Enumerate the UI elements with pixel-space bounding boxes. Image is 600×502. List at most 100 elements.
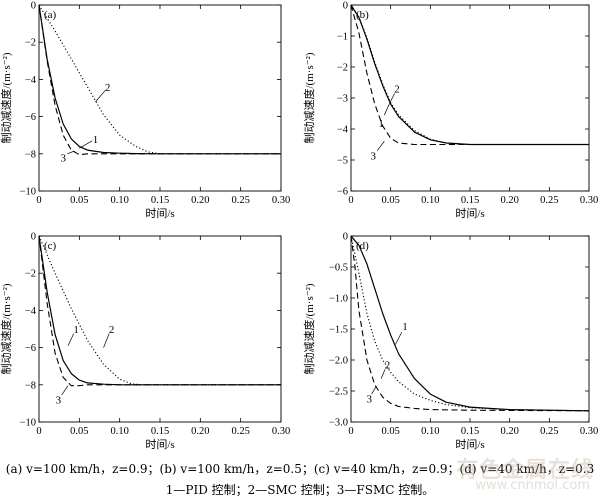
panel-b-xtick-label: 0 — [348, 195, 353, 206]
panel-b-ytick-label: 0 — [343, 1, 348, 12]
panel-d-label: (d) — [356, 240, 369, 252]
panel-a-ytick-label: 0 — [31, 1, 36, 12]
panel-a-series-2-line — [38, 4, 281, 155]
panel-a-ytick-label: −10 — [20, 187, 36, 198]
panel-b-xtick-label: 0.10 — [421, 195, 439, 206]
panel-d-ytick-label: −2.0 — [329, 356, 348, 367]
panel-d-ytick-label: −1.0 — [329, 294, 348, 305]
panel-d-ylabel: 制动减速度/(m·s⁻²) — [302, 283, 316, 374]
panel-d-ytick-label: −0.5 — [329, 263, 348, 274]
panel-a-series-1-leader — [79, 140, 93, 149]
panel-d-series-1-label: 1 — [402, 321, 408, 333]
panel-d-series-3-line — [350, 235, 590, 412]
panel-b-series-1-line — [350, 4, 589, 146]
panel-c-ytick-label: −2 — [25, 269, 36, 280]
panel-d-xtick-label: 0.15 — [461, 426, 479, 437]
panel-c-xtick-label: 0.10 — [110, 426, 128, 437]
panel-a-xtick-label: 0.10 — [110, 195, 128, 206]
panel-b-ytick-label: −6 — [337, 187, 348, 198]
panel-c-series-2-leader — [103, 333, 110, 348]
panel-a: 0 0.05 0.10 0.15 0.20 0.25 0.30 0 −2 −4 −6 −8 −10 时间/… — [0, 1, 290, 221]
panel-a-frame — [38, 4, 282, 192]
panel-c-series-1-leader — [67, 333, 75, 346]
panel-b-xtick-label: 0.15 — [461, 195, 479, 206]
panel-d-series-2-leader — [380, 369, 386, 379]
figure-caption-conditions: (a) v=100 km/h，z=0.9；(b) v=100 km/h，z=0.… — [5, 462, 595, 476]
panel-c-xtick-label: 0.15 — [151, 426, 169, 437]
panel-a-ylabel: 制动减速度/(m·s⁻²) — [0, 52, 13, 143]
panel-a-series-3-line — [38, 4, 281, 156]
panel-b-series-2-label: 2 — [394, 84, 400, 96]
panel-a-series-1-line — [38, 4, 281, 155]
panel-a-series-3-label: 3 — [60, 153, 66, 165]
panel-d-frame — [350, 235, 590, 423]
panel-a-series-1-label: 1 — [93, 134, 99, 146]
panel-c-xtick-label: 0 — [36, 426, 41, 437]
panel-a-xtick-label: 0.30 — [272, 195, 290, 206]
watermark-logo: 有色金属在线 — [455, 458, 594, 483]
panel-c-label: (c) — [44, 240, 57, 252]
panel-b-series-2-leader — [390, 93, 395, 102]
panel-d-xtick-label: 0.05 — [381, 426, 399, 437]
panel-b-xtick-label: 0.25 — [540, 195, 558, 206]
panel-d-series-3-label: 3 — [366, 393, 372, 405]
panel-d-xtick-label: 0.10 — [421, 426, 439, 437]
panel-d-ytick-label: −2.5 — [329, 387, 348, 398]
panel-a-xtick-label: 0.25 — [231, 195, 249, 206]
panel-a-ytick-label: −2 — [25, 38, 36, 49]
panel-d-series-2-line — [350, 235, 590, 412]
panel-c-xtick-label: 0.05 — [70, 426, 88, 437]
panel-b-ytick-label: −4 — [337, 125, 349, 136]
panel-b-xtick-label: 0.20 — [500, 195, 518, 206]
panel-c-series-3-leader — [61, 385, 69, 396]
panel-c-series-2-line — [38, 235, 281, 386]
panel-c-ytick-label: −10 — [20, 418, 36, 429]
panel-a-ytick-label: −4 — [25, 75, 37, 86]
panel-b-xtick-label: 0.05 — [381, 195, 399, 206]
panel-d-ytick-label: 0 — [343, 232, 348, 243]
panel-c-xtick-label: 0.30 — [272, 426, 290, 437]
panel-b-xtick-label: 0.30 — [580, 195, 598, 206]
figure-caption-legend: 1—PID 控制；2—SMC 控制；3—FSMC 控制。 — [165, 483, 435, 497]
panel-c-xtick-label: 0.20 — [191, 426, 209, 437]
panel-a-series-2-label: 2 — [105, 82, 111, 94]
panel-d-series-1-leader — [395, 331, 403, 345]
panel-b-frame — [350, 4, 590, 192]
panel-c-ytick-label: 0 — [31, 232, 36, 243]
panel-a-ytick-label: −6 — [25, 112, 36, 123]
panel-b-ylabel: 制动减速度/(m·s⁻²) — [302, 52, 316, 143]
panel-d-xtick-label: 0.25 — [540, 426, 558, 437]
panel-c-xlabel: 时间/s — [145, 438, 174, 451]
panel-d-ytick-label: −1.5 — [329, 325, 348, 336]
panel-c-ylabel: 制动减速度/(m·s⁻²) — [0, 283, 13, 374]
panel-c-series-3-line — [38, 235, 281, 387]
panel-b-ytick-label: −3 — [337, 94, 348, 105]
panel-d-ytick-label: −3.0 — [329, 418, 348, 429]
panel-c-ytick-label: −4 — [25, 306, 37, 317]
panel-d-series-2-label: 2 — [385, 359, 391, 371]
panel-a-xlabel: 时间/s — [145, 207, 174, 220]
panel-a-xtick-label: 0.20 — [191, 195, 209, 206]
panel-b-series-2-line — [350, 4, 589, 146]
panel-b-series-3-leader — [376, 141, 385, 151]
panel-c-series-1-line — [38, 235, 281, 386]
panel-c-series-1-label: 1 — [73, 324, 79, 336]
watermark-url: www.cnnmol.com — [475, 478, 590, 493]
panel-b-series-1-leader — [384, 100, 391, 116]
panel-b-ytick-label: −1 — [337, 32, 348, 43]
panel-a-series-3-leader — [67, 150, 75, 155]
panel-a-xtick-label: 0.15 — [151, 195, 169, 206]
panel-a-label: (a) — [44, 9, 57, 21]
panel-d-series-1-line — [350, 235, 590, 412]
panel-b-xlabel: 时间/s — [455, 207, 484, 220]
panel-b-series-3-line — [350, 4, 589, 146]
panel-d-xtick-label: 0 — [348, 426, 353, 437]
panel-b: 0 0.05 0.10 0.15 0.20 0.25 0.30 0 −1 −2 −3 −4 −5 −6 时间… — [302, 1, 598, 221]
panel-d-series-3-leader — [371, 385, 377, 395]
panel-c-series-2-label: 2 — [109, 324, 115, 336]
panel-c-xtick-label: 0.25 — [231, 426, 249, 437]
panel-b-series-1-label: 1 — [378, 118, 384, 130]
panel-c-ytick-label: −8 — [25, 380, 36, 391]
panel-b-series-3-label: 3 — [370, 150, 376, 162]
panel-d-xtick-label: 0.30 — [580, 426, 598, 437]
